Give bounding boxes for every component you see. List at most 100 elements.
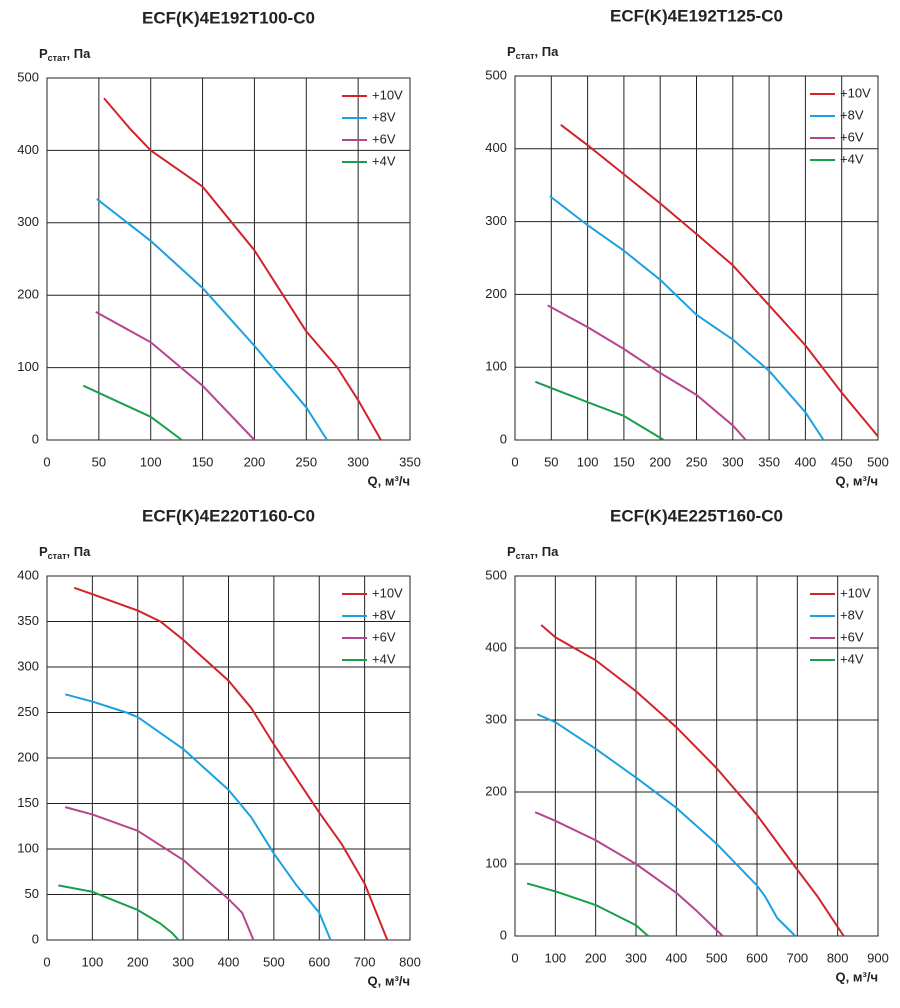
y-axis-label-part: , Па <box>67 46 92 61</box>
x-tick-label: 250 <box>686 454 708 469</box>
legend-label: +10V <box>840 585 871 600</box>
chart-title: ECF(K)4E192T100-C0 <box>142 8 315 27</box>
legend-label: +8V <box>840 607 864 622</box>
x-tick-label: 50 <box>92 454 106 469</box>
data-line <box>549 195 825 441</box>
data-line <box>103 97 382 441</box>
plot-area <box>514 575 879 937</box>
x-tick-label: 800 <box>399 954 421 969</box>
data-line <box>58 884 180 941</box>
y-tick-label: 150 <box>17 795 39 810</box>
legend-label: +10V <box>372 585 403 600</box>
x-tick-label: 150 <box>613 454 635 469</box>
y-tick-label: 350 <box>17 613 39 628</box>
x-tick-label: 700 <box>786 950 808 965</box>
y-tick-label: 200 <box>485 783 507 798</box>
legend-label: +10V <box>840 85 871 100</box>
y-tick-label: 200 <box>17 749 39 764</box>
y-axis-label-part: P <box>507 544 516 559</box>
plot-area <box>46 77 411 441</box>
x-axis-label: Q, м³/ч <box>836 969 878 984</box>
x-tick-label: 400 <box>795 454 817 469</box>
legend-label: +6V <box>372 131 396 146</box>
y-tick-label: 400 <box>485 140 507 155</box>
legend-label: +10V <box>372 87 403 102</box>
x-tick-label: 100 <box>544 950 566 965</box>
data-line <box>534 380 665 441</box>
legend-label: +8V <box>372 109 396 124</box>
data-line <box>64 693 332 941</box>
x-axis-label: Q, м³/ч <box>368 973 410 988</box>
chart-title: ECF(K)4E192T125-C0 <box>610 6 783 25</box>
y-axis-label: Pстат, Па <box>39 544 91 561</box>
x-tick-label: 0 <box>511 454 518 469</box>
y-axis-label-part: стат <box>516 51 535 61</box>
x-tick-label: 450 <box>831 454 853 469</box>
y-axis-label-part: P <box>39 544 48 559</box>
y-axis-label: Pстат, Па <box>39 46 91 63</box>
x-tick-label: 0 <box>43 454 50 469</box>
y-axis-label-part: , Па <box>67 544 92 559</box>
y-axis-label-part: , Па <box>535 44 560 59</box>
legend-label: +4V <box>372 651 396 666</box>
y-tick-label: 0 <box>32 931 39 946</box>
x-tick-label: 300 <box>172 954 194 969</box>
x-tick-label: 500 <box>867 454 889 469</box>
x-tick-label: 250 <box>295 454 317 469</box>
legend-label: +6V <box>840 629 864 644</box>
legend-label: +6V <box>372 629 396 644</box>
x-axis-label: Q, м³/ч <box>836 473 878 488</box>
legend-label: +4V <box>372 153 396 168</box>
data-line <box>560 123 879 437</box>
x-tick-label: 300 <box>625 950 647 965</box>
data-line <box>73 586 389 941</box>
x-tick-label: 200 <box>649 454 671 469</box>
x-tick-label: 600 <box>308 954 330 969</box>
x-tick-label: 100 <box>140 454 162 469</box>
y-tick-label: 300 <box>17 214 39 229</box>
x-tick-label: 350 <box>399 454 421 469</box>
x-tick-label: 500 <box>263 954 285 969</box>
y-tick-label: 300 <box>17 658 39 673</box>
y-tick-label: 100 <box>17 840 39 855</box>
y-axis-label-part: стат <box>516 551 535 561</box>
legend-label: +4V <box>840 651 864 666</box>
x-tick-label: 400 <box>218 954 240 969</box>
y-axis-label: Pстат, Па <box>507 44 559 61</box>
y-tick-label: 50 <box>25 886 39 901</box>
y-axis-label: Pстат, Па <box>507 544 559 561</box>
x-tick-label: 900 <box>867 950 889 965</box>
y-tick-label: 200 <box>17 287 39 302</box>
y-tick-label: 0 <box>500 431 507 446</box>
x-tick-label: 150 <box>192 454 214 469</box>
data-line <box>547 304 747 441</box>
x-tick-label: 0 <box>43 954 50 969</box>
y-tick-label: 100 <box>485 359 507 374</box>
x-tick-label: 800 <box>827 950 849 965</box>
data-line <box>536 713 797 937</box>
y-tick-label: 400 <box>17 567 39 582</box>
x-tick-label: 700 <box>354 954 376 969</box>
legend-label: +8V <box>840 107 864 122</box>
x-tick-label: 400 <box>665 950 687 965</box>
legend-label: +4V <box>840 151 864 166</box>
x-tick-label: 0 <box>511 950 518 965</box>
y-axis-label-part: P <box>39 46 48 61</box>
data-line <box>95 310 256 441</box>
y-tick-label: 500 <box>17 69 39 84</box>
y-tick-label: 100 <box>485 855 507 870</box>
x-tick-label: 100 <box>82 954 104 969</box>
x-tick-label: 300 <box>722 454 744 469</box>
y-tick-label: 0 <box>500 927 507 942</box>
y-tick-label: 300 <box>485 213 507 228</box>
x-axis-label: Q, м³/ч <box>368 473 410 488</box>
legend-label: +8V <box>372 607 396 622</box>
y-tick-label: 400 <box>485 639 507 654</box>
y-tick-label: 200 <box>485 286 507 301</box>
x-tick-label: 500 <box>706 950 728 965</box>
x-tick-label: 200 <box>244 454 266 469</box>
x-tick-label: 50 <box>544 454 558 469</box>
x-tick-label: 200 <box>127 954 149 969</box>
legend-label: +6V <box>840 129 864 144</box>
